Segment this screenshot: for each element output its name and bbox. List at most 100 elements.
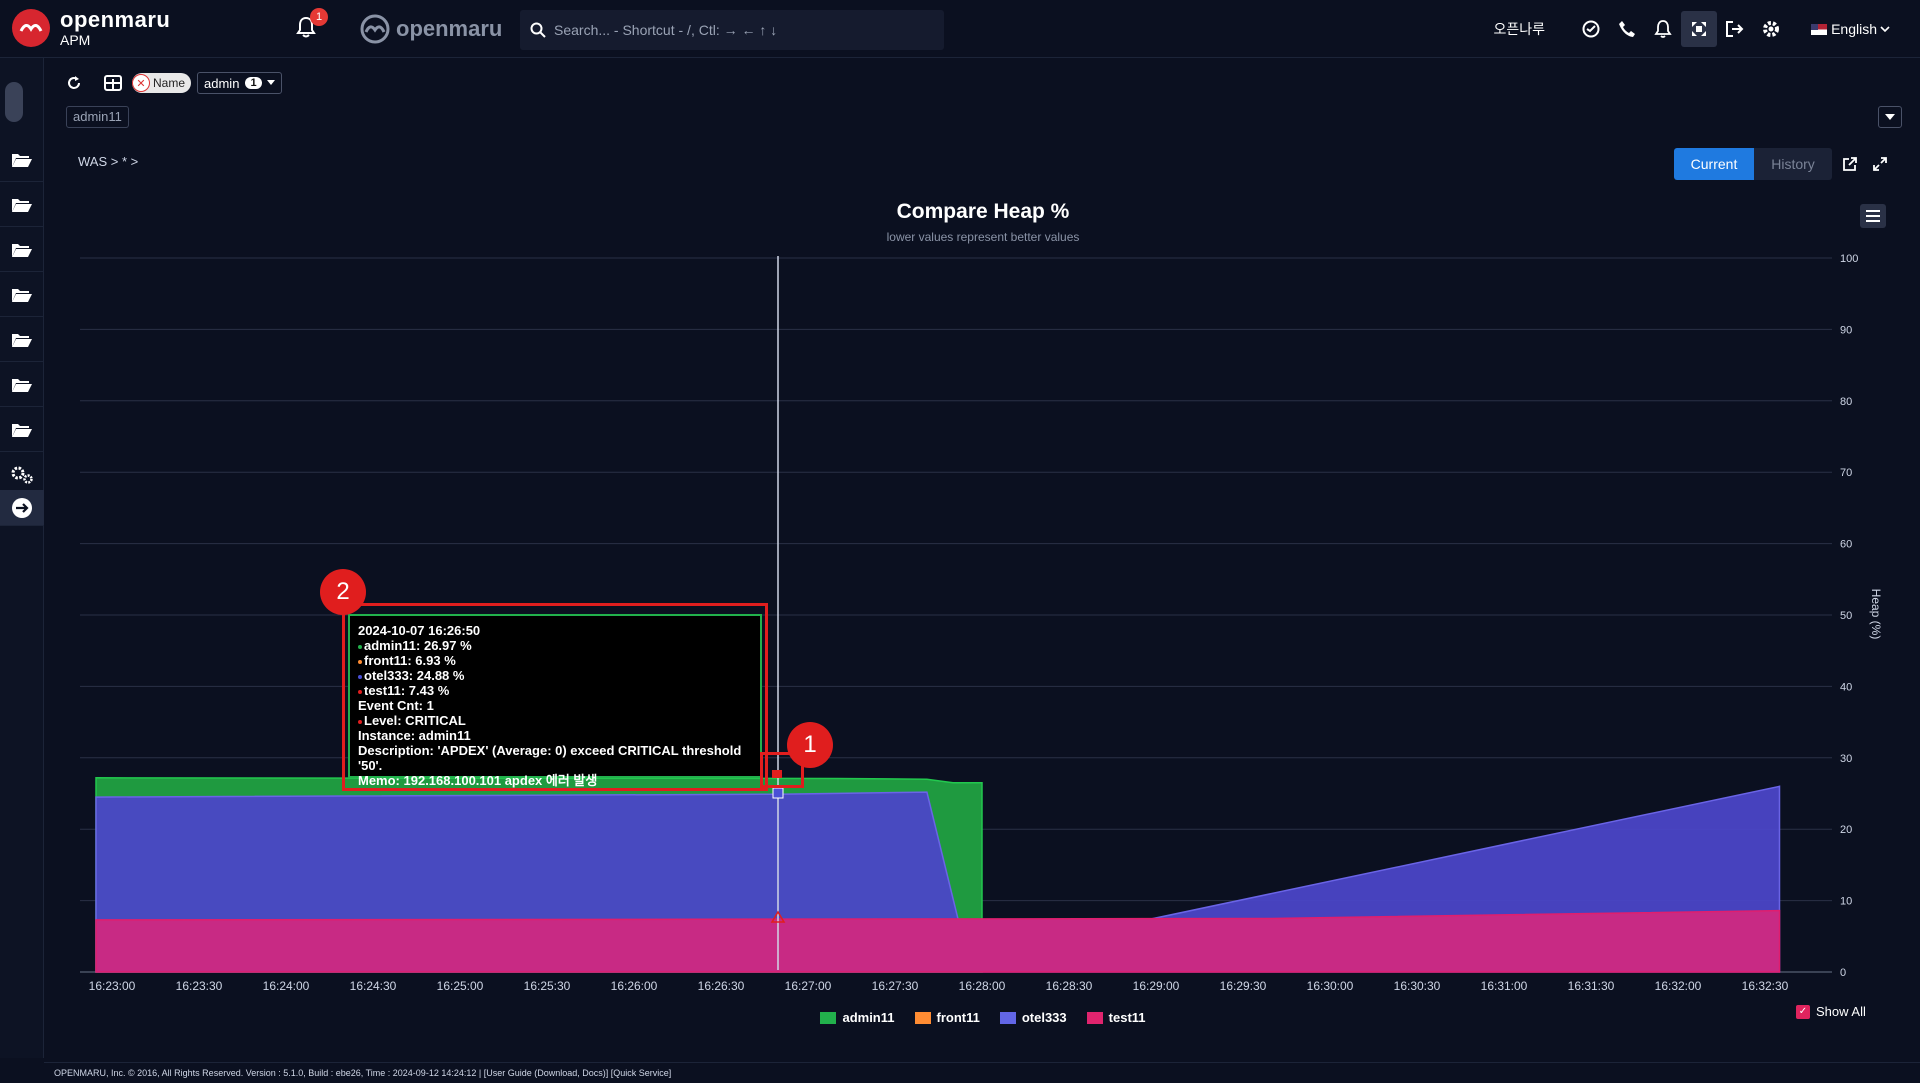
org-name[interactable]: 오픈나루 [1493,21,1546,37]
folder-open-icon [12,423,32,437]
folder-open-icon [12,378,32,392]
gear-icon [1763,21,1780,37]
tooltip-timestamp: 2024-10-07 16:26:50 [358,623,481,638]
callout-box-1 [760,752,804,788]
tooltip-series-otel333: otel333: 24.88 % [358,668,752,683]
x-tick-label: 16:26:00 [611,979,658,993]
y-tick-label: 0 [1840,967,1846,979]
x-tick-label: 16:30:00 [1307,979,1354,993]
y-tick-label: 60 [1840,539,1852,551]
callout-number-1: 1 [787,722,833,768]
chart-menu-button[interactable] [1860,204,1886,228]
sidebar-item-folder-7[interactable] [0,408,44,452]
x-tick-label: 16:25:00 [437,979,484,993]
y-tick-label: 20 [1840,824,1852,836]
language-select[interactable]: English [1811,21,1890,37]
test11-point-marker [770,910,786,923]
x-tick-label: 16:23:30 [176,979,223,993]
logo-name: openmaru [60,7,171,32]
sidebar-item-folder-2[interactable] [0,183,44,227]
user-select[interactable]: admin 1 [197,72,282,94]
notification-badge: 1 [310,8,328,26]
folder-open-icon [12,153,32,167]
show-all-label: Show All [1816,1004,1866,1019]
y-axis-title: Heap (%) [1869,589,1883,640]
user-select-value: admin [204,75,240,91]
sidebar-item-folder-6[interactable] [0,363,44,407]
current-button[interactable]: Current [1674,148,1754,180]
x-tick-label: 16:24:00 [263,979,310,993]
history-button[interactable]: History [1754,148,1832,180]
tooltip-event-count: Event Cnt: 1 [358,698,434,713]
chevron-down-icon [1880,26,1890,33]
chat-icon [1582,20,1600,38]
instance-tag[interactable]: admin11 [66,106,129,128]
remove-chip-icon[interactable]: ✕ [132,74,150,92]
app-logo[interactable]: openmaru APM [12,9,170,47]
event-marker [772,770,782,778]
x-tick-label: 16:23:00 [89,979,136,993]
x-tick-label: 16:29:30 [1220,979,1267,993]
legend-item-otel333[interactable]: otel333 [999,1010,1067,1025]
search-box[interactable] [520,10,944,50]
logout-button[interactable] [1717,11,1753,47]
chart-legend: admin11 front11 otel333 test11 [0,1010,1920,1025]
settings-button[interactable] [1753,11,1789,47]
x-tick-label: 16:32:00 [1655,979,1702,993]
chart-areas [95,777,1781,973]
layout-grid-icon[interactable] [104,75,122,91]
sidebar-item-folder-1[interactable] [0,138,44,182]
x-tick-label: 16:25:30 [524,979,571,993]
footer: OPENMARU, Inc. © 2016, All Rights Reserv… [44,1062,1920,1083]
chat-button[interactable] [1573,11,1609,47]
sidebar-expand-button[interactable] [0,490,44,526]
sidebar-item-folder-4[interactable] [0,273,44,317]
folder-open-icon [12,333,32,347]
x-tick-label: 16:32:30 [1742,979,1789,993]
folder-open-icon [12,288,32,302]
bell-outline-icon [1654,20,1672,38]
legend-item-test11[interactable]: test11 [1086,1010,1146,1025]
y-tick-label: 40 [1840,681,1852,693]
sidebar-item-folder-5[interactable] [0,318,44,362]
logout-icon [1726,21,1744,37]
y-tick-label: 90 [1840,324,1852,336]
x-tick-label: 16:28:00 [959,979,1006,993]
x-tick-label: 16:26:30 [698,979,745,993]
filter-toolbar: ✕ Name admin 1 [66,72,282,94]
tooltip-description: Description: 'APDEX' (Average: 0) exceed… [358,743,742,773]
us-flag-icon [1811,23,1828,35]
expand-icon [1873,157,1887,171]
sidebar-scroll-handle[interactable] [5,82,23,122]
name-filter-chip[interactable]: ✕ Name [132,73,192,93]
caret-down-icon [1885,114,1895,120]
refresh-icon[interactable] [66,75,82,91]
folder-open-icon [12,243,32,257]
search-input[interactable] [554,22,934,38]
expand-button[interactable] [1870,154,1890,174]
legend-item-admin11[interactable]: admin11 [820,1010,895,1025]
fullscreen-button[interactable] [1681,11,1718,47]
arrow-right-circle-icon [12,497,32,518]
show-all-toggle[interactable]: ✓ Show All [1796,1004,1866,1019]
x-tick-label: 16:29:00 [1133,979,1180,993]
logo-sub: APM [60,32,91,48]
notifications-button[interactable]: 1 [296,8,328,43]
alert-button[interactable] [1645,11,1681,47]
y-tick-label: 30 [1840,753,1852,765]
tooltip-level: Level: CRITICAL [358,713,752,728]
folder-open-icon [12,198,32,212]
phone-button[interactable] [1609,11,1645,47]
collapse-panel-button[interactable] [1878,106,1902,128]
tooltip-memo: Memo: 192.168.100.101 apdex 에러 발생 [358,773,598,788]
legend-item-front11[interactable]: front11 [914,1010,980,1025]
sidebar-item-folder-3[interactable] [0,228,44,272]
checkbox-checked-icon[interactable]: ✓ [1796,1004,1810,1019]
open-external-button[interactable] [1840,154,1860,174]
y-tick-label: 80 [1840,396,1852,408]
x-axis-labels: 16:23:00 16:23:30 16:24:00 16:24:30 16:25:00… [89,979,1789,993]
caret-down-icon [266,80,275,85]
breadcrumb: WAS > * > [78,154,139,169]
bell-icon [296,16,316,38]
